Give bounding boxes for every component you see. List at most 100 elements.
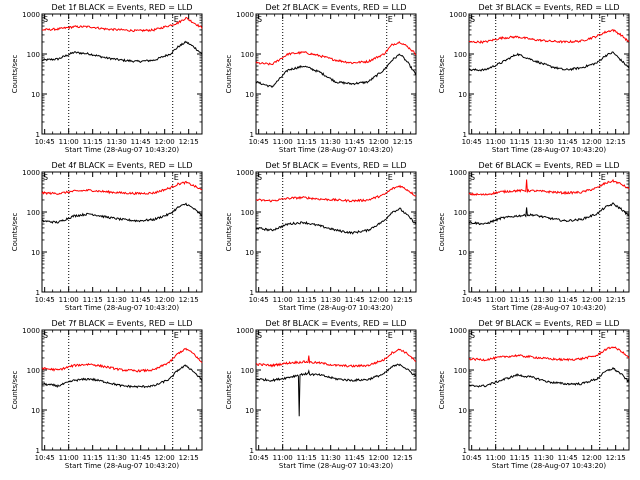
x-axis-label: Start Time (28-Aug-07 10:43:20) <box>279 462 393 470</box>
x-tick-label: 10:45 <box>462 454 482 462</box>
x-tick-label: 12:15 <box>606 138 626 146</box>
x-tick-label: 10:45 <box>462 138 482 146</box>
x-tick-label: 11:30 <box>534 454 554 462</box>
marker-S: S <box>257 173 262 182</box>
x-tick-label: 11:30 <box>107 454 127 462</box>
y-tick-label: 1000 <box>236 327 254 335</box>
chart-title: Det 2f BLACK = Events, RED = LLD <box>265 3 406 12</box>
x-tick-label: 12:15 <box>606 454 626 462</box>
plot-frame <box>468 13 630 135</box>
series-line-lld <box>256 348 416 368</box>
marker-S: S <box>257 331 262 340</box>
x-tick-label: 11:00 <box>486 454 506 462</box>
y-tick-label: 100 <box>27 209 40 217</box>
marker-S: S <box>470 173 475 182</box>
marker-E: E <box>388 15 393 24</box>
marker-S: S <box>470 331 475 340</box>
series-line-events <box>41 40 203 64</box>
marker-S: S <box>43 331 48 340</box>
y-axis-label: Counts/sec <box>11 55 19 94</box>
y-tick-label: 10 <box>245 91 254 99</box>
chart-title: Det 6f BLACK = Events, RED = LLD <box>478 161 619 170</box>
series-line-events <box>255 53 417 89</box>
y-tick-label: 1000 <box>22 169 40 177</box>
y-tick-label: 100 <box>454 209 467 217</box>
marker-S: S <box>470 15 475 24</box>
x-tick-label: 12:15 <box>393 296 413 304</box>
x-tick-label: 12:15 <box>179 296 199 304</box>
y-axis-label: Counts/sec <box>438 55 446 94</box>
plot-frame <box>255 13 417 135</box>
y-axis-label: Counts/sec <box>438 213 446 252</box>
y-tick-label: 1000 <box>22 327 40 335</box>
x-tick-label: 10:45 <box>462 296 482 304</box>
x-tick-label: 11:00 <box>273 296 293 304</box>
x-tick-label: 11:45 <box>345 138 365 146</box>
x-tick-label: 11:45 <box>131 296 151 304</box>
series-line-lld <box>255 40 417 66</box>
series-line-events <box>468 202 629 226</box>
x-axis-label: Start Time (28-Aug-07 10:43:20) <box>279 304 393 312</box>
series-line-lld <box>468 346 630 362</box>
marker-E: E <box>388 173 393 182</box>
x-tick-label: 10:45 <box>249 138 269 146</box>
series-line-events <box>41 202 203 224</box>
x-tick-label: 11:00 <box>273 454 293 462</box>
series-line-events <box>468 51 630 72</box>
x-axis-label: Start Time (28-Aug-07 10:43:20) <box>279 146 393 154</box>
x-tick-label: 11:15 <box>83 138 103 146</box>
y-tick-label: 1 <box>463 289 467 297</box>
y-tick-label: 10 <box>31 407 40 415</box>
chart-title: Det 5f BLACK = Events, RED = LLD <box>265 161 406 170</box>
marker-E: E <box>601 331 606 340</box>
chart-title: Det 1f BLACK = Events, RED = LLD <box>51 3 192 12</box>
chart-panel-7: Det 7f BLACK = Events, RED = LLD 1 10 100 10… <box>11 319 203 470</box>
chart-title: Det 4f BLACK = Events, RED = LLD <box>51 161 192 170</box>
x-axis-label: Start Time (28-Aug-07 10:43:20) <box>492 146 606 154</box>
series-line-lld <box>41 347 203 373</box>
marker-E: E <box>174 15 179 24</box>
chart-panel-4: Det 4f BLACK = Events, RED = LLD 1 10 100 10… <box>11 161 203 312</box>
x-tick-label: 11:30 <box>534 296 554 304</box>
y-axis-label: Counts/sec <box>438 371 446 410</box>
series-line-events <box>41 364 203 389</box>
x-tick-label: 11:15 <box>510 296 530 304</box>
x-tick-label: 11:45 <box>558 454 578 462</box>
x-tick-label: 11:00 <box>486 296 506 304</box>
x-tick-label: 11:30 <box>107 296 127 304</box>
x-tick-label: 12:00 <box>582 296 602 304</box>
x-tick-label: 12:00 <box>155 138 175 146</box>
y-tick-label: 1000 <box>236 169 254 177</box>
x-axis-label: Start Time (28-Aug-07 10:43:20) <box>65 304 179 312</box>
y-tick-label: 10 <box>31 249 40 257</box>
chart-title: Det 3f BLACK = Events, RED = LLD <box>478 3 619 12</box>
x-tick-label: 11:15 <box>297 138 317 146</box>
x-axis-label: Start Time (28-Aug-07 10:43:20) <box>65 462 179 470</box>
chart-title: Det 9f BLACK = Events, RED = LLD <box>478 319 619 328</box>
marker-E: E <box>388 331 393 340</box>
marker-E: E <box>174 173 179 182</box>
x-tick-label: 11:30 <box>321 454 341 462</box>
x-axis-label: Start Time (28-Aug-07 10:43:20) <box>65 146 179 154</box>
x-axis-label: Start Time (28-Aug-07 10:43:20) <box>492 304 606 312</box>
y-tick-label: 1000 <box>236 11 254 19</box>
x-tick-label: 12:15 <box>179 454 199 462</box>
y-tick-label: 100 <box>454 367 467 375</box>
x-tick-label: 12:00 <box>369 454 389 462</box>
plot-frame <box>468 171 630 293</box>
x-tick-label: 12:15 <box>393 454 413 462</box>
x-tick-label: 11:15 <box>510 138 530 146</box>
y-tick-label: 1 <box>463 131 467 139</box>
y-tick-label: 1 <box>36 131 40 139</box>
marker-E: E <box>174 331 179 340</box>
chart-panel-8: Det 8f BLACK = Events, RED = LLD 1 10 100 10… <box>225 319 417 470</box>
plot-frame <box>41 329 203 451</box>
x-tick-label: 11:15 <box>83 454 103 462</box>
x-tick-label: 12:15 <box>179 138 199 146</box>
y-tick-label: 10 <box>458 407 467 415</box>
x-tick-label: 12:00 <box>155 296 175 304</box>
x-tick-label: 12:00 <box>582 454 602 462</box>
series-line-events <box>468 366 630 388</box>
y-axis-label: Counts/sec <box>225 371 233 410</box>
